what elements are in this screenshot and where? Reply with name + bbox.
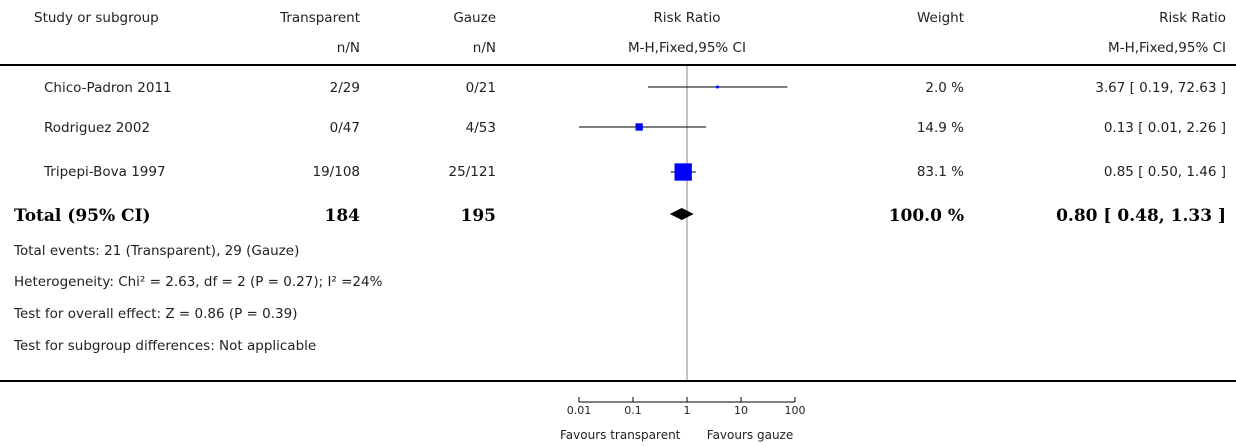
- header-experimental-sub: n/N: [336, 40, 360, 56]
- header-risk-ratio-2-sub: M-H,Fixed,95% CI: [1108, 40, 1226, 56]
- x-tick-label: 100: [785, 404, 806, 417]
- header-risk-ratio-2: Risk Ratio: [1159, 10, 1226, 26]
- study-name: Tripepi-Bova 1997: [44, 164, 166, 180]
- total-weight: 100.0 %: [888, 206, 964, 226]
- total-label: Total (95% CI): [14, 206, 151, 226]
- header-control: Gauze: [453, 10, 496, 26]
- study-weight: 83.1 %: [916, 164, 964, 180]
- header-weight: Weight: [916, 10, 964, 26]
- header-risk-ratio-sub: M-H,Fixed,95% CI: [628, 40, 746, 56]
- header-risk-ratio: Risk Ratio: [653, 10, 721, 26]
- control-events: 25/121: [448, 164, 497, 180]
- experimental-events: 0/47: [329, 120, 360, 136]
- header-control-sub: n/N: [472, 40, 496, 56]
- subgroup-differences-note: Test for subgroup differences: Not appli…: [14, 338, 317, 354]
- overall-effect-note: Test for overall effect: Z = 0.86 (P = 0…: [14, 306, 298, 322]
- study-name: Chico-Padron 2011: [44, 80, 172, 96]
- experimental-events: 2/29: [329, 80, 360, 96]
- study-ci: 0.13 [ 0.01, 2.26 ]: [1103, 120, 1226, 136]
- experimental-events: 19/108: [312, 164, 361, 180]
- control-events: 4/53: [465, 120, 496, 136]
- footer-divider: [0, 380, 1236, 382]
- weight-square: [674, 163, 692, 181]
- total-control: 195: [460, 206, 497, 226]
- total-ci: 0.80 [ 0.48, 1.33 ]: [1056, 206, 1226, 226]
- x-tick-label: 0.1: [624, 404, 642, 417]
- study-name: Rodriguez 2002: [44, 120, 151, 136]
- weight-square: [716, 85, 719, 89]
- control-events: 0/21: [465, 80, 496, 96]
- pooled-diamond: [669, 208, 694, 220]
- total-events-note: Total events: 21 (Transparent), 29 (Gauz…: [14, 243, 300, 259]
- study-weight: 14.9 %: [916, 120, 964, 136]
- favours-right-label: Favours gauze: [706, 428, 794, 442]
- heterogeneity-note: Heterogeneity: Chi² = 2.63, df = 2 (P = …: [14, 274, 383, 290]
- x-tick-label: 0.01: [567, 404, 592, 417]
- x-tick-label: 10: [734, 404, 748, 417]
- study-ci: 0.85 [ 0.50, 1.46 ]: [1103, 164, 1226, 180]
- study-weight: 2.0 %: [925, 80, 964, 96]
- weight-square: [635, 123, 643, 131]
- study-ci: 3.67 [ 0.19, 72.63 ]: [1095, 80, 1226, 96]
- header-divider: [0, 64, 1236, 66]
- x-tick-label: 1: [684, 404, 691, 417]
- header-experimental: Transparent: [280, 10, 360, 26]
- total-experimental: 184: [324, 206, 361, 226]
- header-study: Study or subgroup: [34, 10, 159, 26]
- favours-left-label: Favours transparent: [560, 428, 681, 442]
